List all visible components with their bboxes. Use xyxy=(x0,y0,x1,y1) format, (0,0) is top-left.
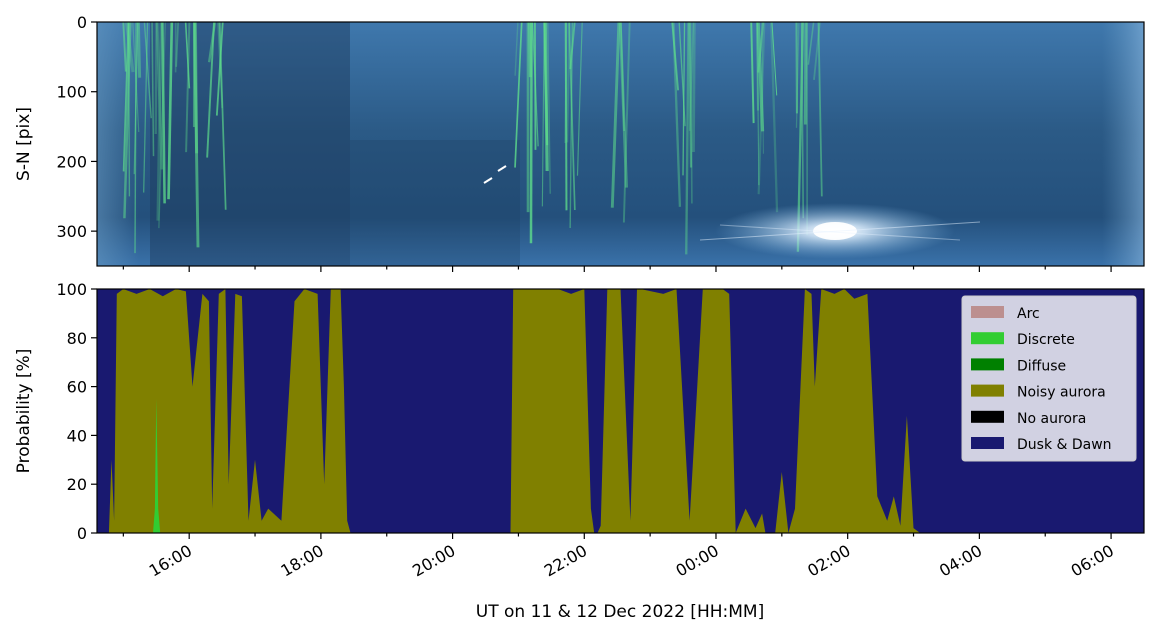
bottom-y-axis: 0 20 40 60 80 100 xyxy=(56,280,97,543)
legend-swatch xyxy=(971,385,1004,397)
y-tick-label: 40 xyxy=(67,426,87,445)
legend: Arc Discrete Diffuse Noisy aurora No aurora D… xyxy=(962,296,1136,461)
y-tick-label: 80 xyxy=(67,329,87,348)
y-tick-label: 0 xyxy=(77,524,87,543)
y-tick-label: 20 xyxy=(67,475,87,494)
probability-panel: 0 20 40 60 80 100 16:00 18:00 20:00 22:00 00:00 02… xyxy=(14,280,1144,580)
top-y-axis: 0 100 200 300 xyxy=(56,13,97,241)
legend-label: No aurora xyxy=(1017,411,1086,427)
y-tick-label: 60 xyxy=(67,378,87,397)
aurora-streak xyxy=(545,22,547,171)
x-tick-label: 04:00 xyxy=(936,541,985,581)
legend-swatch xyxy=(971,358,1004,370)
y-tick-label: 100 xyxy=(56,280,87,299)
legend-label: Arc xyxy=(1017,306,1040,322)
y-tick-label: 0 xyxy=(77,13,87,32)
legend-label: Noisy aurora xyxy=(1017,385,1106,401)
legend-swatch xyxy=(971,411,1004,423)
aurora-streak xyxy=(805,22,806,124)
bottom-y-axis-label: Probability [%] xyxy=(14,349,34,474)
x-tick-label: 00:00 xyxy=(673,541,722,581)
x-tick-label: 18:00 xyxy=(277,541,326,581)
aurora-streak xyxy=(693,22,694,152)
legend-label: Diffuse xyxy=(1017,358,1066,374)
legend-label: Dusk & Dawn xyxy=(1017,437,1112,453)
y-tick-label: 300 xyxy=(56,222,87,241)
x-tick-label: 20:00 xyxy=(409,541,458,581)
top-y-axis-label: S-N [pix] xyxy=(14,107,34,181)
x-tick-label: 22:00 xyxy=(541,541,590,581)
aurora-streak xyxy=(530,22,531,77)
legend-swatch xyxy=(971,437,1004,449)
y-tick-label: 200 xyxy=(56,152,87,171)
x-tick-label: 02:00 xyxy=(804,541,853,581)
top-x-axis xyxy=(123,266,1111,272)
x-tick-label: 06:00 xyxy=(1068,541,1117,581)
x-tick-label: 16:00 xyxy=(146,541,195,581)
bottom-x-axis: 16:00 18:00 20:00 22:00 00:00 02:00 04:00 06:00 xyxy=(123,533,1117,580)
keogram-panel: 0 100 200 300 S-N [pix] xyxy=(14,13,1144,272)
legend-swatch xyxy=(971,306,1004,318)
legend-swatch xyxy=(971,332,1004,344)
legend-label: Discrete xyxy=(1017,332,1075,348)
aurora-streak xyxy=(138,22,139,78)
aurora-streak xyxy=(195,22,196,153)
y-tick-label: 100 xyxy=(56,83,87,102)
x-axis-label: UT on 11 & 12 Dec 2022 [HH:MM] xyxy=(476,602,764,622)
